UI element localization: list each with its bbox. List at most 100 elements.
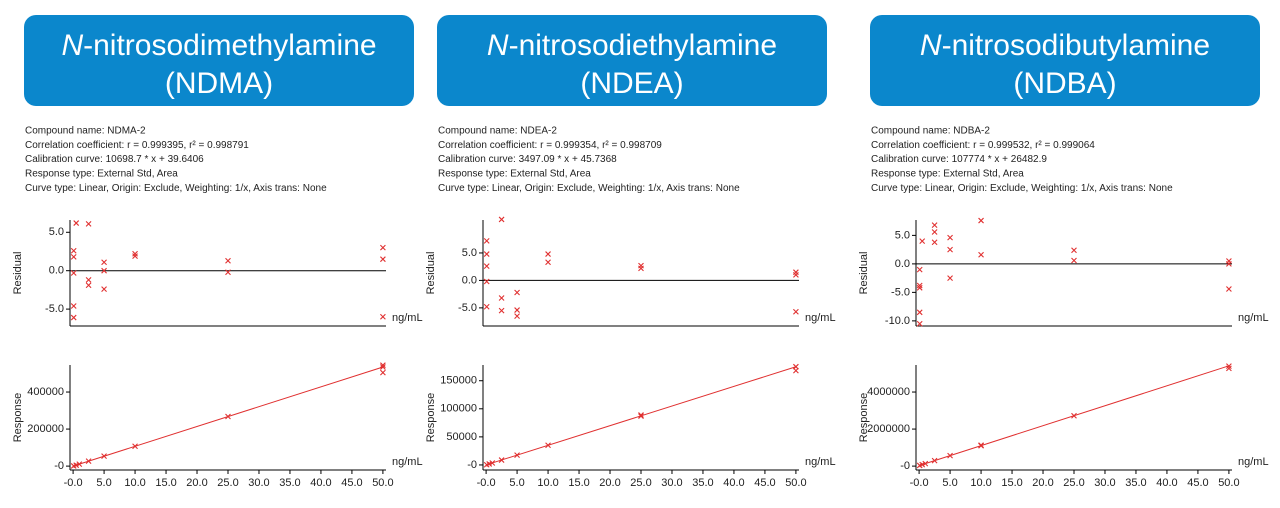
- y-tick-label: 5.0: [895, 229, 910, 241]
- data-point: [1226, 260, 1232, 267]
- data-point: [978, 251, 984, 258]
- data-point: [483, 303, 490, 310]
- data-point: [931, 229, 938, 235]
- header-box: [870, 15, 1260, 106]
- y-tick-label: 200000: [27, 423, 64, 435]
- x-axis-label: ng/mL: [392, 456, 423, 468]
- data-point: [916, 284, 923, 291]
- data-point: [85, 277, 92, 283]
- header-title: N-nitrosodibutylamine: [920, 29, 1210, 62]
- header-italic: N: [920, 29, 942, 62]
- x-tick-label: 15.0: [1001, 477, 1022, 489]
- x-tick-label: 25.0: [630, 477, 651, 489]
- y-tick-label: 4000000: [867, 386, 910, 398]
- info-line: Correlation coefficient: r = 0.999354, r…: [438, 140, 662, 151]
- data-point: [498, 307, 505, 314]
- info-line: Calibration curve: 10698.7 * x + 39.6406: [25, 154, 204, 165]
- y-tick-label: 5.0: [462, 247, 477, 259]
- x-tick-label: 10.0: [970, 477, 991, 489]
- data-point: [73, 220, 80, 226]
- data-point: [498, 457, 505, 463]
- info-line: Calibration curve: 3497.09 * x + 45.7368: [438, 154, 617, 165]
- data-point: [638, 265, 644, 272]
- data-point: [1226, 363, 1232, 369]
- data-point: [793, 367, 799, 374]
- data-point: [101, 267, 107, 274]
- data-point: [947, 234, 953, 241]
- y-tick-label: 100000: [440, 403, 477, 415]
- info-line: Response type: External Std, Area: [25, 169, 178, 180]
- data-point: [132, 443, 138, 450]
- y-tick-label: -5.0: [45, 303, 64, 315]
- x-tick-label: -0.0: [477, 477, 496, 489]
- data-point: [70, 303, 77, 309]
- data-point: [514, 313, 520, 320]
- data-point: [793, 272, 799, 278]
- info-line: Response type: External Std, Area: [871, 169, 1024, 180]
- data-point: [916, 282, 923, 289]
- y-tick-label: 0.0: [49, 265, 64, 277]
- x-tick-label: 5.0: [509, 477, 524, 489]
- x-tick-label: 10.0: [124, 477, 145, 489]
- data-point: [132, 253, 138, 259]
- data-point: [514, 307, 520, 313]
- data-point: [545, 442, 551, 449]
- data-point: [483, 278, 490, 285]
- data-point: [514, 289, 520, 296]
- x-tick-label: 30.0: [1094, 477, 1115, 489]
- data-point: [916, 266, 923, 273]
- x-tick-label: 40.0: [723, 477, 744, 489]
- data-point: [498, 295, 505, 301]
- data-point: [483, 251, 490, 257]
- x-tick-label: 15.0: [568, 477, 589, 489]
- data-point: [225, 257, 231, 264]
- x-tick-label: 35.0: [692, 477, 713, 489]
- info-line: Curve type: Linear, Origin: Exclude, Wei…: [25, 183, 327, 194]
- header-italic: N: [61, 29, 83, 62]
- data-point: [1226, 365, 1232, 372]
- data-point: [919, 238, 926, 244]
- x-tick-label: 45.0: [754, 477, 775, 489]
- info-line: Compound name: NDBA-2: [871, 126, 990, 137]
- header-abbrev: (NDBA): [1013, 67, 1116, 100]
- data-point: [545, 259, 551, 266]
- y-tick-label: 50000: [446, 431, 477, 443]
- data-point: [225, 413, 231, 420]
- data-point: [73, 462, 80, 469]
- x-tick-label: 20.0: [1032, 477, 1053, 489]
- x-tick-label: 5.0: [942, 477, 957, 489]
- data-point: [380, 362, 386, 369]
- data-point: [978, 217, 984, 224]
- y-tick-label: 150000: [440, 375, 477, 387]
- y-tick-label: 5.0: [49, 226, 64, 238]
- y-tick-label: 2000000: [867, 423, 910, 435]
- info-line: Correlation coefficient: r = 0.999395, r…: [25, 140, 249, 151]
- y-axis-label: Response: [425, 393, 437, 443]
- x-tick-label: 15.0: [155, 477, 176, 489]
- data-point: [483, 263, 490, 270]
- data-point: [380, 256, 386, 263]
- y-axis-label: Response: [858, 393, 870, 443]
- data-point: [85, 282, 92, 289]
- data-point: [978, 442, 984, 449]
- x-tick-label: -0.0: [910, 477, 929, 489]
- data-point: [380, 313, 386, 320]
- header-title: N-nitrosodimethylamine: [61, 29, 376, 62]
- data-point: [916, 309, 923, 316]
- x-tick-label: 25.0: [217, 477, 238, 489]
- x-tick-label: 5.0: [96, 477, 111, 489]
- header-name: -nitrosodiethylamine: [509, 29, 777, 62]
- data-point: [101, 453, 107, 459]
- data-point: [514, 452, 520, 459]
- x-tick-label: 20.0: [186, 477, 207, 489]
- header-title: N-nitrosodiethylamine: [487, 29, 777, 62]
- data-point: [1071, 247, 1077, 254]
- info-line: Correlation coefficient: r = 0.999532, r…: [871, 140, 1095, 151]
- data-point: [947, 275, 953, 282]
- data-point: [70, 247, 77, 254]
- header-box: [24, 15, 414, 106]
- data-point: [931, 457, 938, 464]
- x-axis-label: ng/mL: [805, 312, 836, 324]
- x-axis-label: ng/mL: [1238, 312, 1269, 324]
